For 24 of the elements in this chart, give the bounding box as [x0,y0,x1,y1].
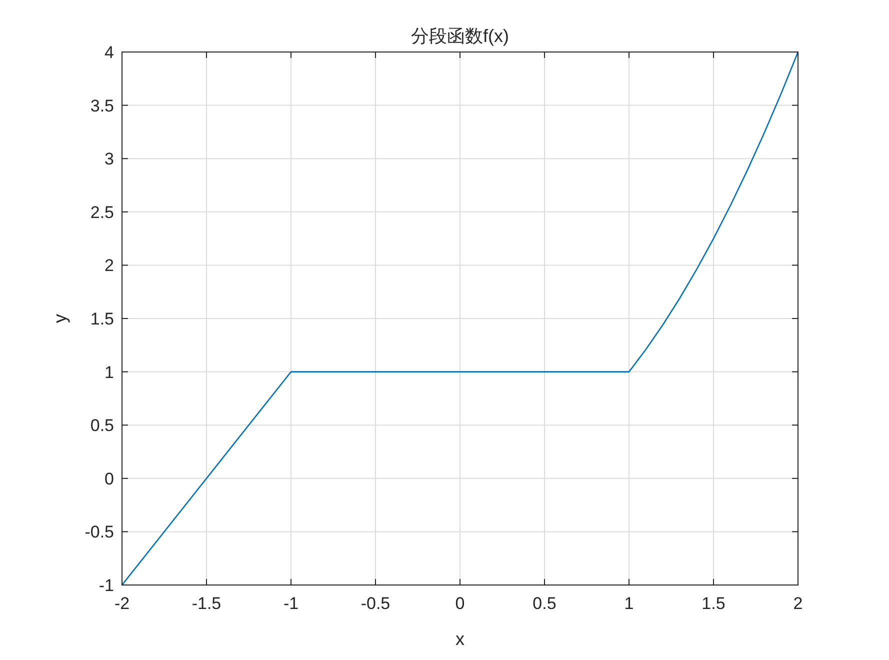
y-tick-label: 4 [104,43,114,62]
y-tick-label: 2 [104,256,114,276]
y-axis-title: y [50,314,70,323]
y-tick-label: 0 [104,469,114,488]
x-tick-label: -0.5 [360,594,390,613]
x-tick-label: 2 [793,594,803,613]
x-tick-label: 0 [455,594,465,613]
y-tick-label: -1 [98,576,114,595]
y-tick-label: 3.5 [90,96,114,116]
y-tick-label: 3 [104,150,114,169]
x-tick-label: -2 [114,594,130,613]
y-tick-label: -0.5 [84,522,114,542]
x-axis-title: x [456,629,464,649]
x-tick-label: -1 [283,594,299,613]
y-tick-label: 1.5 [90,310,114,328]
x-tick-label: -1.5 [192,594,222,613]
x-tick-label: 1 [624,594,634,613]
chart-title: 分段函数f(x) [411,26,509,46]
y-tick-label: 0.5 [90,416,114,436]
y-tick-label: 2.5 [90,202,114,222]
x-tick-label: 0.5 [532,594,556,613]
x-tick-label: 1.5 [702,594,726,613]
y-tick-label: 1 [104,362,114,382]
line-series [121,51,799,586]
